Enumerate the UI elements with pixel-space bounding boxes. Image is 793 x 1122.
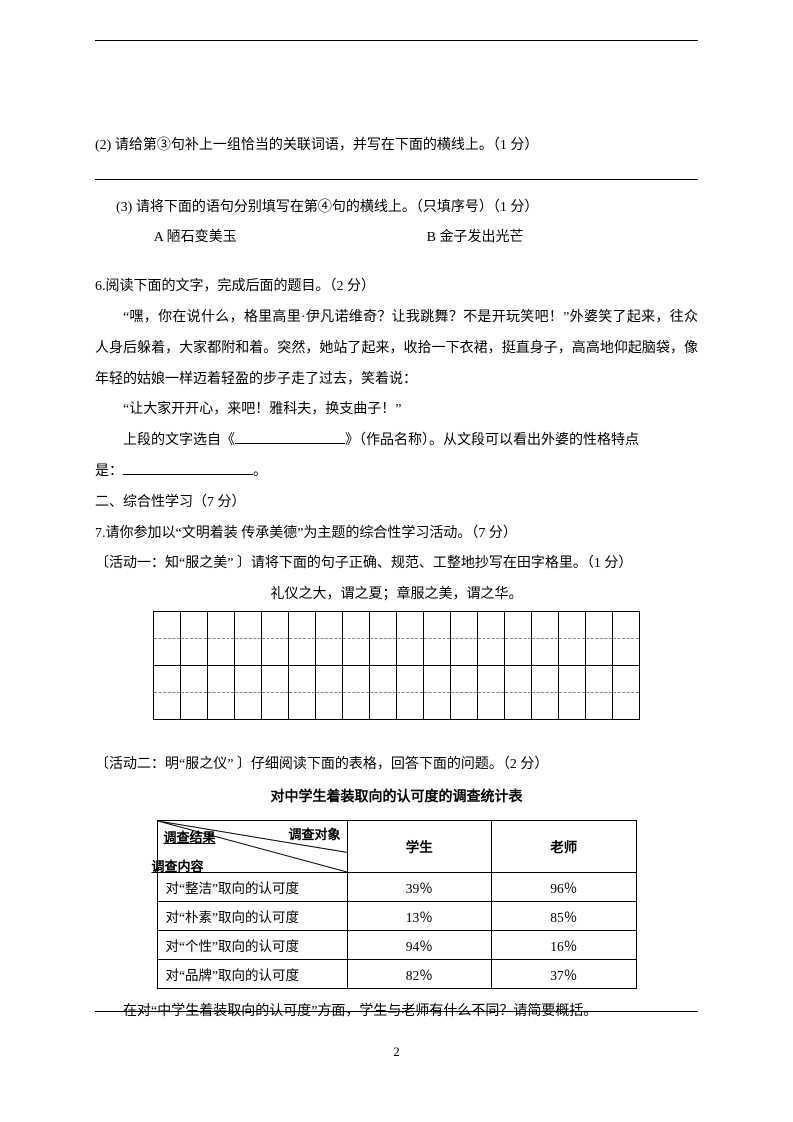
q6-para3: 上段的文字选自《 》（作品名称）。从文段可以看出外婆的性格特点	[95, 426, 698, 457]
q6-para3a: 上段的文字选自《	[123, 433, 235, 448]
row-label: 对“朴素”取向的认可度	[157, 901, 347, 930]
q3-option-a: A 陋石变美玉	[95, 223, 427, 254]
q2-answer-line[interactable]	[95, 162, 698, 193]
q7-table-title: 对中学生着装取向的认可度的调查统计表	[95, 781, 698, 812]
row-student: 82％	[347, 959, 492, 988]
row-student: 39％	[347, 872, 492, 901]
q2-text: (2) 请给第③句补上一组恰当的关联词语，并写在下面的横线上。（1 分）	[95, 131, 698, 162]
survey-diag-header: 调查结果 调查对象 调查内容	[157, 820, 347, 872]
q7-head: 7.请你参加以“文明着装 传承美德”为主题的综合性学习活动。（7 分）	[95, 519, 698, 550]
page-number: 2	[0, 1044, 793, 1060]
q6-para1: “嘿，你在说什么，格里高里·伊凡诺维奇？让我跳舞？不是开玩笑吧！”外婆笑了起来，…	[95, 303, 698, 395]
row-teacher: 96％	[492, 872, 637, 901]
q6-blank-work[interactable]	[235, 430, 345, 444]
sec2-title: 二、综合性学习（7 分）	[95, 488, 698, 519]
tianzige-grid[interactable]	[95, 611, 698, 720]
survey-table: 调查结果 调查对象 调查内容 学生 老师 对“整洁”取向的认可度39％96％对“…	[157, 820, 637, 989]
table-row: 对“整洁”取向的认可度39％96％	[157, 872, 636, 901]
diag-bl: 调查内容	[152, 856, 204, 875]
q6-para3c-line: 是：。	[95, 457, 698, 488]
q6-head: 6.阅读下面的文字，完成后面的题目。（2 分）	[95, 272, 698, 303]
q7-act1-sentence: 礼仪之大，谓之夏；章服之美，谓之华。	[95, 580, 698, 611]
row-teacher: 85％	[492, 901, 637, 930]
survey-col-student: 学生	[347, 820, 492, 872]
table-row: 对“个性”取向的认可度94％16％	[157, 930, 636, 959]
diag-tl: 调查结果	[164, 827, 216, 846]
row-label: 对“品牌”取向的认可度	[157, 959, 347, 988]
q6-para3c: 是：	[95, 464, 123, 479]
row-label: 对“整洁”取向的认可度	[157, 872, 347, 901]
q6-para2: “让大家开开心，来吧！雅科夫，换支曲子！”	[95, 395, 698, 426]
table-row: 对“品牌”取向的认可度82％37％	[157, 959, 636, 988]
q3-option-b: B 金子发出光芒	[427, 223, 524, 254]
row-student: 13％	[347, 901, 492, 930]
survey-col-teacher: 老师	[492, 820, 637, 872]
q3-options: A 陋石变美玉 B 金子发出光芒	[95, 223, 698, 254]
diag-tr: 调查对象	[288, 824, 340, 843]
q6-blank-trait[interactable]	[123, 461, 253, 475]
row-teacher: 16％	[492, 930, 637, 959]
row-teacher: 37％	[492, 959, 637, 988]
row-student: 94％	[347, 930, 492, 959]
q6-para3b: 》（作品名称）。从文段可以看出外婆的性格特点	[345, 433, 639, 448]
q3-text: (3) 请将下面的语句分别填写在第④句的横线上。（只填序号）（1 分）	[95, 193, 698, 224]
q7-act1: 〔活动一：知“服之美” 〕请将下面的句子正确、规范、工整地抄写在田字格里。（1 …	[95, 549, 698, 580]
row-label: 对“个性”取向的认可度	[157, 930, 347, 959]
table-row: 对“朴素”取向的认可度13％85％	[157, 901, 636, 930]
q7-act2: 〔活动二：明“服之仪” 〕仔细阅读下面的表格，回答下面的问题。（2 分）	[95, 750, 698, 781]
